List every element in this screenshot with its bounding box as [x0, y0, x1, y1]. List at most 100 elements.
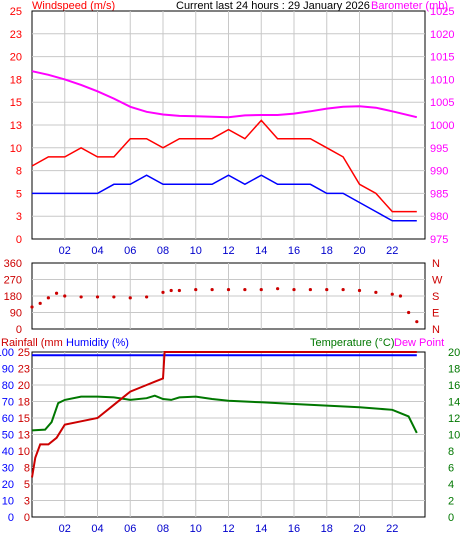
y-tick-label: 14	[448, 397, 460, 409]
direction-point	[415, 320, 419, 324]
y-tick-label: 10	[2, 496, 14, 508]
y-tick-label: 1025	[430, 6, 454, 18]
y-tick-label: 13	[18, 430, 30, 442]
x-tick-label: 02	[59, 245, 71, 257]
y-tick-label: 1020	[430, 29, 454, 41]
x-tick-label: 14	[255, 523, 267, 535]
y-tick-label: 980	[430, 211, 448, 223]
y-tick-label: 10	[18, 446, 30, 458]
chart-title: Current last 24 hours : 29 January 2026	[176, 0, 370, 12]
direction-point	[63, 294, 67, 298]
x-tick-label: 10	[190, 523, 202, 535]
direction-point	[128, 296, 132, 300]
x-tick-label: 06	[124, 523, 136, 535]
y-tick-label: N	[432, 324, 440, 336]
direction-point	[194, 287, 198, 292]
y-tick-label: 270	[4, 275, 22, 287]
y-tick-label: 8	[448, 446, 454, 458]
y-tick-label: 0	[16, 324, 22, 336]
x-tick-label: 08	[157, 245, 169, 257]
barometer-line	[31, 70, 418, 119]
direction-point	[374, 290, 378, 294]
y-tick-label: 3	[24, 496, 30, 508]
x-tick-label: 04	[91, 245, 103, 257]
y-tick-label: 16	[448, 380, 460, 392]
y-tick-label: 50	[2, 430, 14, 442]
direction-point	[276, 287, 280, 291]
y-tick-label: 8	[16, 166, 22, 178]
direction-point	[161, 290, 165, 294]
direction-point	[112, 295, 116, 299]
x-tick-label: 22	[386, 245, 398, 257]
direction-point	[210, 287, 214, 292]
direction-point	[259, 287, 263, 292]
y-tick-label: 1010	[430, 74, 454, 86]
y-tick-label: 80	[2, 380, 14, 392]
x-tick-label: 20	[353, 523, 365, 535]
direction-point	[95, 295, 100, 299]
x-tick-label: 12	[222, 245, 234, 257]
x-tick-label: 04	[91, 523, 103, 535]
direction-point	[243, 287, 247, 292]
y-tick-label: 20	[448, 347, 460, 359]
direction-point	[46, 296, 50, 300]
rainfall-axis-title: Rainfall (mm	[1, 337, 63, 349]
y-tick-label: 0	[16, 234, 22, 246]
y-tick-label: 40	[2, 446, 14, 458]
y-tick-label: 360	[4, 258, 22, 270]
y-tick-label: 990	[430, 166, 448, 178]
direction-point	[226, 287, 231, 292]
y-tick-label: 975	[430, 234, 448, 246]
direction-point	[177, 288, 181, 293]
y-tick-label: 18	[448, 364, 460, 376]
x-tick-label: 14	[255, 245, 267, 257]
wind-avg-line	[32, 174, 417, 222]
y-tick-label: 10	[448, 430, 460, 442]
rainfall-line	[31, 351, 417, 478]
y-tick-label: 18	[10, 74, 22, 86]
x-tick-label: 02	[59, 523, 71, 535]
y-tick-label: 90	[10, 308, 22, 320]
x-tick-label: 16	[288, 523, 300, 535]
direction-point	[407, 310, 411, 315]
y-tick-label: 985	[430, 188, 448, 200]
direction-point	[292, 287, 296, 292]
y-tick-label: 12	[448, 413, 460, 425]
y-tick-label: 1000	[430, 120, 454, 132]
direction-point	[54, 291, 59, 295]
y-tick-label: 70	[2, 397, 14, 409]
direction-point	[79, 295, 83, 299]
direction-point	[398, 294, 403, 298]
y-tick-label: 0	[24, 512, 30, 524]
windspeed-axis-title: Windspeed (m/s)	[32, 0, 115, 12]
y-tick-label: 2	[448, 496, 454, 508]
direction-point	[38, 301, 42, 305]
temperature-axis-title: Temperature (°C)	[310, 337, 394, 349]
direction-point	[30, 305, 34, 309]
direction-point	[169, 288, 173, 293]
direction-point	[308, 287, 312, 292]
y-tick-label: 25	[18, 347, 30, 359]
y-tick-label: 15	[18, 413, 30, 425]
dewpoint-axis-title: Dew Point	[394, 337, 444, 349]
y-tick-label: S	[432, 291, 439, 303]
y-tick-label: 20	[10, 52, 22, 64]
y-tick-label: 5	[16, 188, 22, 200]
x-tick-label: 16	[288, 245, 300, 257]
y-tick-label: 995	[430, 143, 448, 155]
y-tick-label: 1015	[430, 52, 454, 64]
y-tick-label: 180	[4, 291, 22, 303]
direction-point	[325, 287, 329, 292]
direction-point	[145, 295, 149, 299]
x-tick-label: 22	[386, 523, 398, 535]
y-tick-label: W	[432, 275, 443, 287]
y-tick-label: 15	[10, 97, 22, 109]
x-tick-label: 18	[321, 245, 333, 257]
x-tick-label: 08	[157, 523, 169, 535]
x-tick-label: 18	[321, 523, 333, 535]
y-tick-label: 5	[24, 479, 30, 491]
x-tick-label: 12	[222, 523, 234, 535]
y-tick-label: 90	[2, 364, 14, 376]
y-tick-label: 10	[10, 143, 22, 155]
